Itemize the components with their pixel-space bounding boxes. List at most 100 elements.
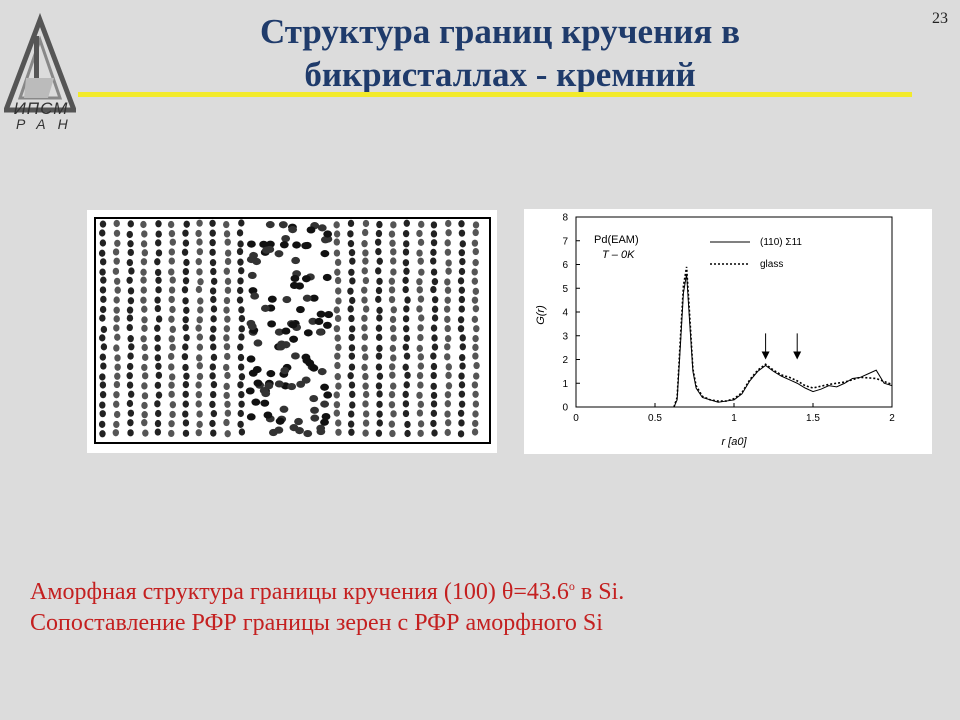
atom-dot <box>237 420 244 428</box>
atom-dot <box>347 230 354 238</box>
atom-dot <box>209 248 216 256</box>
atom-dot <box>260 304 270 312</box>
atom-dot <box>265 240 275 248</box>
atom-dot <box>223 296 231 305</box>
atom-dot <box>210 410 218 418</box>
atom-dot <box>403 305 410 313</box>
atom-dot <box>275 417 285 425</box>
atom-dot <box>252 365 262 374</box>
atom-dot <box>224 238 231 246</box>
atom-dot <box>155 220 162 228</box>
atom-dot <box>168 257 175 265</box>
atom-dot <box>430 382 437 390</box>
atom-dot <box>154 304 162 313</box>
atom-dot <box>324 310 334 319</box>
atom-dot <box>224 400 231 408</box>
atom-dot <box>114 286 121 294</box>
atom-dot <box>100 295 107 303</box>
atom-dot <box>361 333 369 341</box>
atom-dot <box>388 363 396 371</box>
atom-dot <box>154 258 161 266</box>
atom-dot <box>472 228 479 237</box>
atom-dot <box>99 373 106 381</box>
atom-dot <box>445 229 452 237</box>
series-line-1 <box>673 273 893 408</box>
atom-dot <box>390 268 397 276</box>
atom-dot <box>333 221 340 229</box>
logo-line1: ИПСМ <box>13 99 69 118</box>
atom-dot <box>444 419 452 427</box>
atom-dot <box>223 306 230 314</box>
atom-dot <box>169 238 177 246</box>
atom-dot <box>113 400 120 408</box>
atom-dot <box>362 353 369 361</box>
atom-dot <box>389 429 396 438</box>
atom-dot <box>458 419 465 427</box>
atom-dot <box>333 238 341 246</box>
atom-dot <box>210 353 218 361</box>
atom-dot <box>457 430 465 438</box>
atom-dot <box>141 363 148 372</box>
chart-annotation-1: Pd(EAM) <box>594 234 639 246</box>
atom-dot <box>417 381 424 389</box>
atom-dot <box>375 429 383 437</box>
atom-dot <box>389 315 397 324</box>
atom-dot <box>457 409 465 417</box>
atom-dot <box>140 296 147 304</box>
atom-dot <box>430 352 437 360</box>
atom-dot <box>195 429 202 437</box>
atom-dot <box>362 382 369 390</box>
atom-dot <box>430 371 437 380</box>
atom-dot <box>374 238 382 246</box>
atom-dot <box>375 229 383 238</box>
atom-dot <box>334 268 341 276</box>
y-tick-label: 6 <box>562 260 568 271</box>
atom-dot <box>348 325 356 333</box>
atom-dot <box>126 306 134 314</box>
atom-dot <box>416 278 423 286</box>
atom-dot <box>347 420 355 428</box>
atom-dot <box>389 239 396 247</box>
atom-dot <box>444 391 452 399</box>
atom-dot <box>274 380 284 388</box>
atom-dot <box>155 249 163 257</box>
atom-dot <box>375 382 383 390</box>
atom-dot <box>431 314 439 322</box>
atom-dot <box>141 382 148 390</box>
atom-dot <box>224 352 231 361</box>
atom-dot <box>223 418 230 427</box>
atom-dot <box>195 324 202 332</box>
atom-dot <box>112 267 120 275</box>
atom-dot <box>196 248 204 256</box>
atom-dot <box>246 355 256 363</box>
atom-dot <box>333 306 340 314</box>
atomic-structure-image <box>87 210 497 453</box>
atom-dot <box>347 372 354 380</box>
atom-dot <box>261 389 271 398</box>
y-tick-label: 0 <box>562 403 568 414</box>
atom-dot <box>223 382 230 390</box>
atom-dot <box>113 344 120 352</box>
atom-dot <box>430 400 438 408</box>
atom-dot <box>458 372 465 380</box>
atom-dot <box>361 267 368 275</box>
y-tick-label: 4 <box>562 308 568 319</box>
atom-dot <box>237 381 244 389</box>
atom-dot <box>417 257 424 265</box>
slide-number: 23 <box>932 10 948 27</box>
atom-dot <box>390 354 397 362</box>
atom-dot <box>402 363 409 371</box>
atom-dot <box>444 335 452 343</box>
atom-dot <box>209 372 216 380</box>
atom-dot <box>154 344 161 352</box>
atom-dot <box>291 256 301 265</box>
atom-dot <box>472 343 479 352</box>
atom-dot <box>472 410 479 418</box>
atom-dot <box>362 257 369 265</box>
atom-dot <box>458 220 465 228</box>
atom-dot <box>209 390 217 399</box>
atom-dot <box>402 343 410 351</box>
atom-dot <box>154 354 162 362</box>
atom-dot <box>99 314 106 322</box>
atom-dot <box>458 286 466 294</box>
